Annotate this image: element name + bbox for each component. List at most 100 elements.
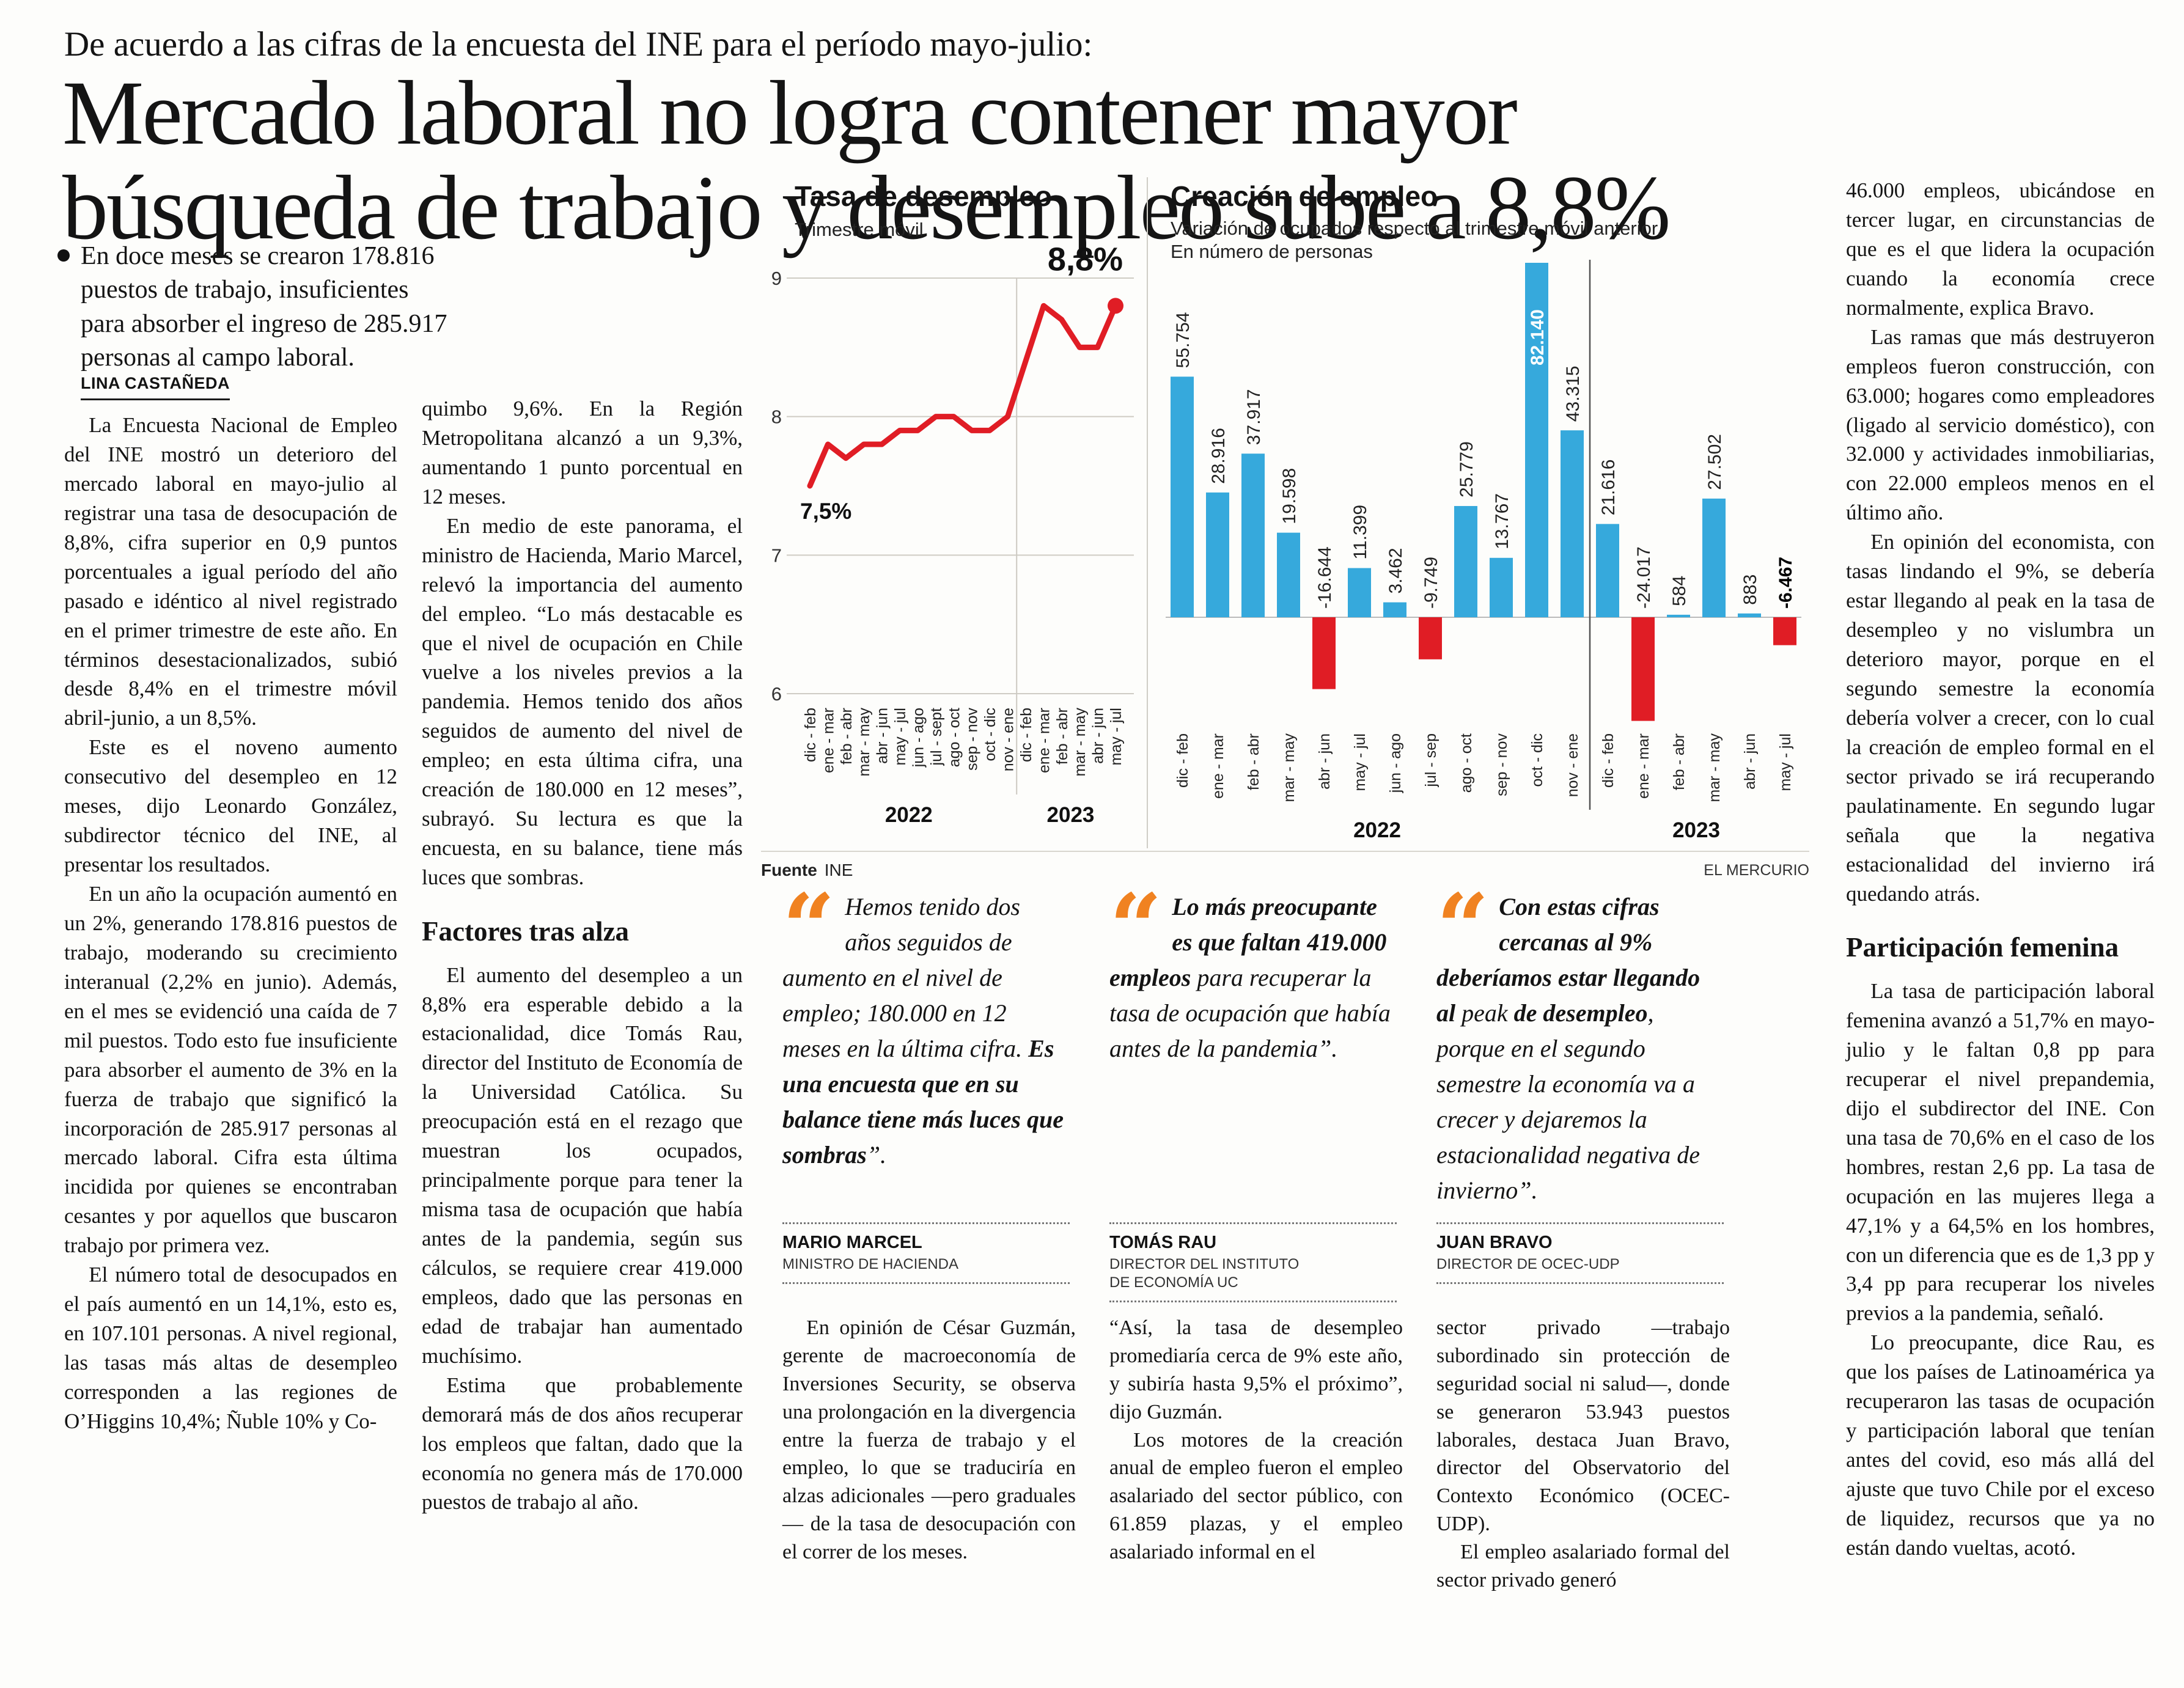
quote-author: TOMÁS RAU (1109, 1233, 1217, 1252)
subhead-factores: Factores tras alza (422, 916, 630, 947)
year-label: 2022 (1353, 818, 1401, 842)
bar-value-label: -9.749 (1421, 557, 1441, 609)
bar-value-label: 25.779 (1457, 441, 1477, 497)
bar (1277, 532, 1300, 617)
x-tick-label: feb - abr (838, 708, 855, 765)
bar (1561, 430, 1584, 617)
bottom-column-1: En opinión de César Guzmán, gerente de m… (782, 1314, 1076, 1566)
bar-chart-subtitle-1: Variación de ocupados respecto al trimes… (1171, 218, 1663, 239)
x-tick-label: feb - abr (1054, 708, 1071, 765)
x-tick-label: feb - abr (1671, 733, 1688, 790)
quote-icon: “ (1109, 874, 1163, 982)
bar-value-label: 37.917 (1244, 389, 1264, 445)
x-tick-label: abr - jun (1741, 733, 1759, 790)
paragraph: En opinión del economista, con tasas lin… (1846, 530, 2155, 906)
body-column-2-top: quimbo 9,6%. En la Región Metropolitana … (422, 394, 743, 892)
x-tick-label: ene - mar (1035, 708, 1053, 773)
x-tick-label: may - jul (1351, 733, 1369, 791)
bar (1312, 617, 1336, 689)
body-column-2-bottom: El aumento del desempleo a un 8,8% era e… (422, 961, 743, 1517)
byline: LINA CASTAÑEDA (81, 374, 230, 400)
bar-value-label: 43.315 (1563, 365, 1583, 422)
attribution-1: MARIO MARCEL MINISTRO DE HACIENDA (782, 1222, 1070, 1284)
pull-quote-3: “ Con estas cifras cercanas al 9% deberí… (1436, 882, 1724, 1208)
deck: En doce meses se crearon 178.816 puestos… (81, 242, 447, 372)
bar (1348, 568, 1371, 617)
y-tick-label: 7 (771, 545, 782, 566)
bar (1773, 617, 1796, 645)
quote-text: Hemos tenido dos años seguidos de aument… (782, 893, 1064, 1169)
quote-author: MARIO MARCEL (782, 1233, 922, 1252)
bar-value-label: 11.399 (1350, 505, 1370, 560)
paragraph: Estima que probablemente demorará más de… (422, 1373, 743, 1514)
bar-value-label: 584 (1669, 576, 1689, 606)
x-tick-label: abr - jun (1090, 708, 1107, 764)
x-tick-label: nov - ene (1000, 708, 1017, 771)
x-tick-label: jun - ago (1387, 733, 1404, 793)
bar-value-label: -6.467 (1776, 557, 1796, 609)
job-creation-bar-chart: 55.754 28.916 37.917 19.598 -16.644 11.399 3.4… (1166, 260, 1801, 842)
end-value-label: 8,8% (1048, 241, 1123, 277)
x-tick-label: mar - may (1281, 733, 1298, 802)
paragraph: Las ramas que más destruyeron empleos fu… (1846, 325, 2155, 525)
bar-value-label: 21.616 (1598, 460, 1619, 516)
x-tick-label: jul - sept (928, 708, 945, 766)
paragraph: En opinión de César Guzmán, gerente de m… (782, 1316, 1076, 1564)
x-tick-label: jun - ago (910, 708, 927, 768)
dotted-rule (1436, 1222, 1724, 1224)
paragraph: La Encuesta Nacional de Empleo del INE m… (64, 413, 397, 730)
chart-bottom-rule (761, 851, 1809, 852)
paragraph: “Así, la tasa de desempleo promediaría c… (1109, 1316, 1403, 1423)
endpoint-dot (1108, 298, 1123, 314)
x-tick-label: may - jul (892, 708, 909, 765)
x-tick-label: jul - sep (1422, 733, 1439, 788)
x-tick-label: mar - may (1072, 708, 1089, 777)
bar-value-label: 883 (1740, 574, 1760, 605)
x-tick-label: dic - feb (802, 708, 819, 762)
bar (1667, 614, 1690, 617)
bar-value-label: 27.502 (1705, 434, 1725, 490)
paragraph: sector privado —trabajo subordinado sin … (1436, 1316, 1730, 1536)
source-label: Fuente (761, 861, 817, 879)
x-tick-label: feb - abr (1245, 733, 1262, 790)
dotted-rule (1436, 1282, 1724, 1284)
bottom-column-2: “Así, la tasa de desempleo promediaría c… (1109, 1314, 1403, 1566)
kicker: De acuerdo a las cifras de la encuesta d… (64, 25, 1093, 64)
line-chart-subtitle: Trimestre móvil (795, 219, 924, 240)
bar (1525, 263, 1548, 617)
dotted-rule (1109, 1301, 1397, 1302)
x-tick-label: ago - oct (1458, 733, 1475, 793)
attribution-3: JUAN BRAVO DIRECTOR DE OCEC-UDP (1436, 1222, 1724, 1284)
x-tick-label: ago - oct (946, 708, 963, 767)
x-tick-label: may - jul (1108, 708, 1125, 765)
year-label: 2023 (1047, 803, 1095, 827)
bar-chart-subtitle-2: En número de personas (1171, 241, 1373, 262)
dotted-rule (1109, 1222, 1397, 1224)
paragraph: En medio de este panorama, el ministro d… (422, 513, 743, 889)
quote-author-role: DIRECTOR DEL INSTITUTO DE ECONOMÍA UC (1109, 1256, 1300, 1291)
quote-author-role: DIRECTOR DE OCEC-UDP (1436, 1256, 1620, 1272)
start-value-label: 7,5% (800, 499, 851, 524)
deck-bullet-icon (57, 249, 70, 262)
bar (1454, 505, 1477, 617)
x-tick-label: mar - may (1706, 733, 1723, 802)
bar (1419, 617, 1442, 659)
paragraph: El empleo asalariado formal del sector p… (1436, 1541, 1730, 1592)
chart-source: Fuente INE (761, 861, 853, 880)
paragraph: El número total de desocupados en el paí… (64, 1263, 397, 1433)
y-tick-label: 8 (771, 406, 782, 428)
x-tick-label: abr - jun (1316, 733, 1333, 790)
newspaper-credit: EL MERCURIO (1704, 862, 1809, 879)
body-column-1: La Encuesta Nacional de Empleo del INE m… (64, 411, 397, 1436)
bottom-column-3: sector privado —trabajo subordinado sin … (1436, 1314, 1730, 1594)
headline-line1: Mercado laboral no logra contener mayor (62, 62, 1518, 164)
bar-value-label: 28.916 (1208, 428, 1229, 484)
x-tick-label: ene - mar (1210, 733, 1227, 799)
year-label: 2022 (885, 803, 933, 827)
subhead-participacion: Participación femenina (1846, 932, 2119, 963)
body-column-2: quimbo 9,6%. En la Región Metropolitana … (422, 394, 743, 1517)
paragraph: Este es el noveno aumento consecutivo de… (64, 735, 397, 877)
right-column: 46.000 empleos, ubicándose en tercer lug… (1846, 176, 2155, 1563)
